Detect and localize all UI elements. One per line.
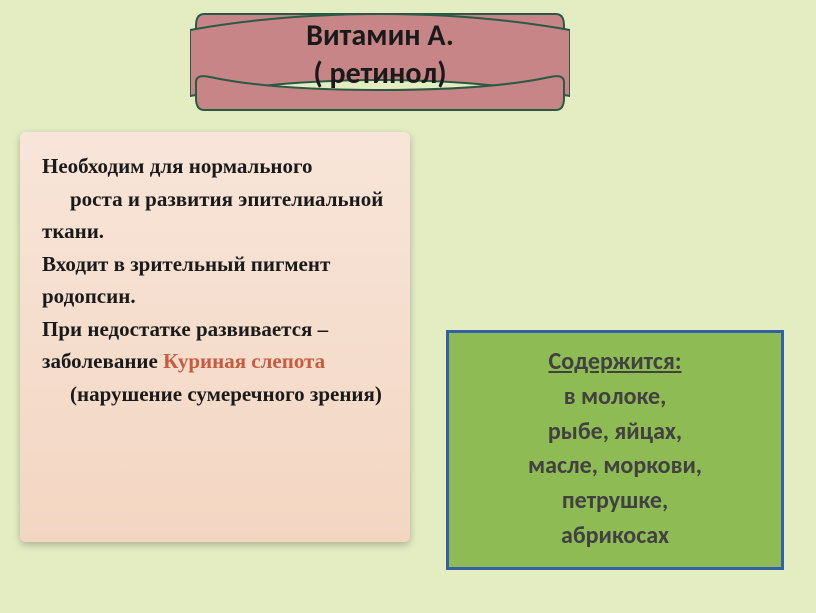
sources-l4: петрушке,: [562, 486, 668, 515]
sources-l1: в молоке,: [564, 382, 667, 411]
desc-line8: (нарушение сумеречного зрения): [42, 378, 388, 411]
desc-line6: При недостатке развивается –: [42, 317, 328, 341]
title-line1: Витамин А.: [306, 17, 454, 54]
desc-line1: Необходим для нормального: [42, 154, 313, 178]
desc-line3: ткани.: [42, 219, 104, 243]
desc-line2: роста и развития эпителиальной: [42, 183, 388, 216]
title-line2: ( ретинол): [313, 55, 446, 92]
sources-l3: масле, моркови,: [528, 451, 702, 480]
sources-panel: Содержится: в молоке, рыбе, яйцах, масле…: [446, 330, 784, 570]
title-text: Витамин А. ( ретинол): [190, 17, 570, 92]
desc-line4: Входит в зрительный пигмент: [42, 252, 330, 276]
sources-l5: абрикосах: [561, 521, 669, 550]
desc-line5: родопсин.: [42, 284, 136, 308]
desc-line7a: заболевание: [42, 349, 163, 373]
desc-highlight: Куриная слепота: [163, 349, 325, 373]
sources-l2: рыбе, яйцах,: [548, 417, 682, 446]
description-panel: Необходим для нормального роста и развит…: [20, 132, 410, 542]
title-banner: Витамин А. ( ретинол): [190, 2, 570, 122]
sources-title: Содержится:: [457, 345, 773, 380]
